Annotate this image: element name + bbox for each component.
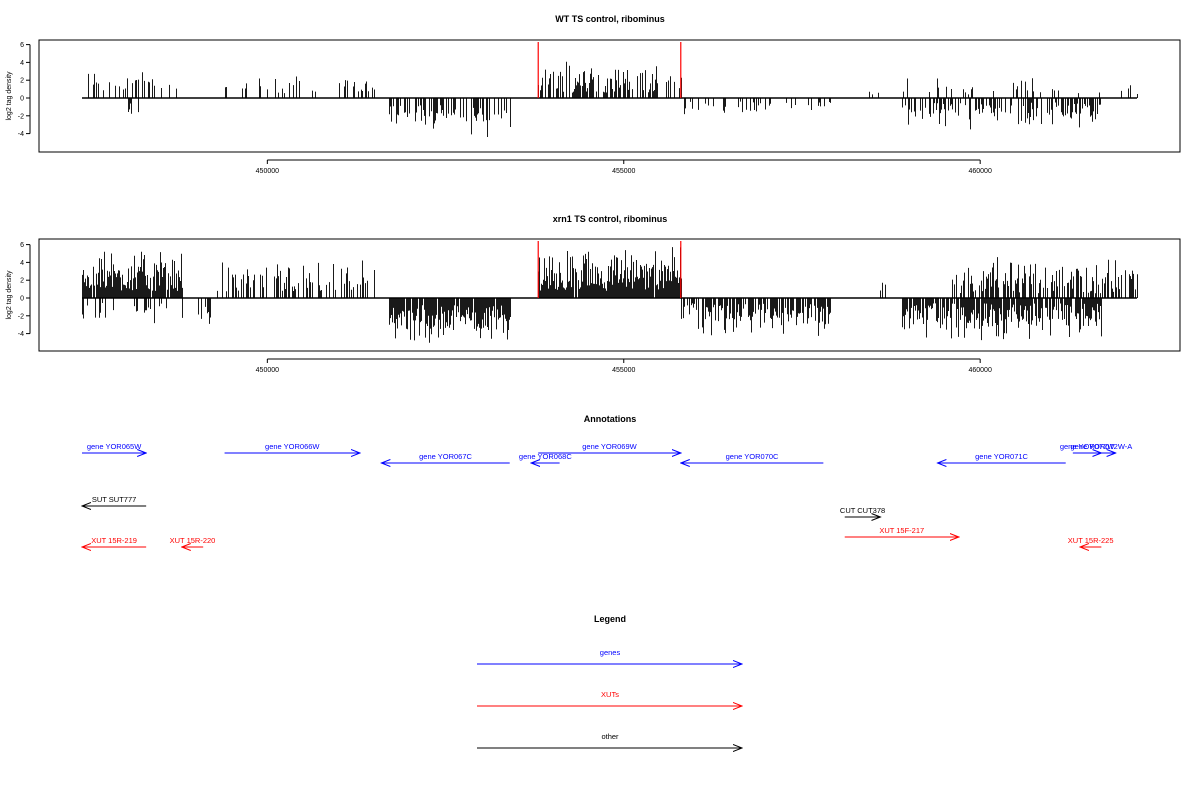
y-tick-label: -4 <box>18 131 24 138</box>
feature-label: SUT SUT777 <box>92 495 136 504</box>
feature-label: gene YOR069W <box>582 442 637 451</box>
xrn1-y-axis: -4 -2 0 2 4 6 <box>18 242 31 338</box>
feature-label: gene YOR070C <box>726 452 779 461</box>
wt-panel: WT TS control, ribominus -4 -2 0 2 4 6 450000… <box>6 14 1181 175</box>
x-tick-label: 450000 <box>256 168 279 175</box>
xrn1-plot-frame <box>38 238 1181 352</box>
x-tick-label: 455000 <box>612 367 635 374</box>
feature-label: gene YOR067C <box>419 452 472 461</box>
xrn1-title: xrn1 TS control, ribominus <box>553 214 668 224</box>
legend-items: genes XUTs other <box>477 648 742 748</box>
wt-plot-frame <box>38 39 1181 153</box>
xrn1-panel: xrn1 TS control, ribominus -4 -2 0 2 4 6 4500… <box>6 214 1181 374</box>
feature-label: XUT 15R-219 <box>91 536 137 545</box>
wt-x-axis: 450000 455000 460000 <box>256 159 992 175</box>
legend-panel: Legend genes XUTs other <box>477 614 742 748</box>
feature-label: XUT 15R-225 <box>1068 536 1114 545</box>
x-tick-label: 460000 <box>968 367 991 374</box>
y-tick-label: 4 <box>20 60 24 67</box>
legend-label: genes <box>600 648 621 657</box>
legend-title: Legend <box>594 614 626 624</box>
x-tick-label: 460000 <box>968 168 991 175</box>
y-tick-label: 0 <box>20 96 24 103</box>
feature-label: gene YOR071C <box>975 452 1028 461</box>
feature-label: CUT CUT378 <box>840 506 885 515</box>
annotation-features: gene YOR065W gene YOR066W gene YOR067C gene… <box>82 442 1132 547</box>
y-tick-label: -2 <box>18 313 24 320</box>
y-tick-label: 4 <box>20 260 24 267</box>
feature-label: gene YOR066W <box>265 442 320 451</box>
x-tick-label: 450000 <box>256 367 279 374</box>
y-tick-label: -4 <box>18 331 24 338</box>
y-tick-label: 6 <box>20 242 24 249</box>
annotations-title: Annotations <box>584 414 637 424</box>
feature-label: gene YOR065W <box>87 442 142 451</box>
xrn1-bars <box>82 241 1138 343</box>
feature-label: gene YOR072W <box>1060 442 1115 451</box>
feature-label: XUT 15F-217 <box>879 526 924 535</box>
x-tick-label: 455000 <box>612 168 635 175</box>
y-tick-label: 0 <box>20 296 24 303</box>
y-tick-label: 2 <box>20 78 24 85</box>
feature-label: gene YOR072W-A <box>1070 442 1132 451</box>
feature-label: XUT 15R-220 <box>170 536 216 545</box>
legend-label: XUTs <box>601 690 619 699</box>
xrn1-y-label: log2 tag density <box>6 270 13 320</box>
feature-label: gene YOR068C <box>519 452 572 461</box>
annotations-panel: Annotations gene YOR065W gene YOR066Wgene… <box>82 414 1132 547</box>
wt-y-axis: -4 -2 0 2 4 6 <box>18 42 31 138</box>
wt-title: WT TS control, ribominus <box>555 14 665 24</box>
y-tick-label: -2 <box>18 113 24 120</box>
y-tick-label: 2 <box>20 278 24 285</box>
y-tick-label: 6 <box>20 42 24 49</box>
wt-y-label: log2 tag density <box>6 71 13 121</box>
wt-bars <box>82 42 1138 138</box>
xrn1-x-axis: 450000 455000 460000 <box>256 358 992 374</box>
legend-label: other <box>601 732 619 741</box>
